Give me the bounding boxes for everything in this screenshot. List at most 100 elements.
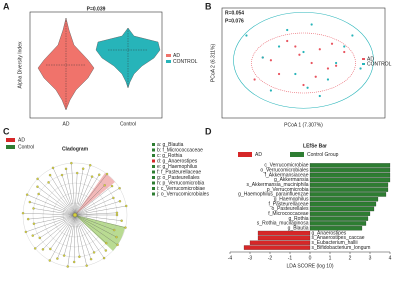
panel-label: C: [3, 126, 10, 136]
node: [32, 222, 36, 225]
category-label: s_Akkermansia_muciniphila: [247, 182, 309, 188]
category-label: g_Akkermansia: [274, 177, 309, 183]
confidence-ellipse: [251, 32, 356, 94]
plot-frame: [221, 7, 386, 119]
bar: [309, 201, 377, 207]
category-label: o_Pasteurellales: [272, 206, 309, 212]
node: [103, 184, 106, 187]
node: [105, 172, 109, 176]
node: [104, 249, 108, 252]
branch: [74, 214, 126, 228]
scatter-point: [318, 48, 321, 51]
legend-swatch: [362, 63, 365, 65]
plot-frame: [29, 11, 163, 119]
node: [116, 243, 119, 247]
taxon-swatch: [152, 148, 155, 152]
node: [32, 207, 35, 210]
category-label: s_Bifidobacterium_longum: [312, 245, 371, 251]
legend-label: Control Group: [307, 152, 339, 158]
legend-swatch: [362, 58, 365, 60]
node: [118, 200, 122, 203]
branch: [74, 214, 76, 262]
branch: [74, 212, 117, 216]
branch: [74, 173, 108, 216]
panel-label: A: [3, 1, 10, 11]
node: [62, 254, 66, 257]
scatter-point: [277, 45, 281, 48]
branch: [74, 214, 107, 244]
branch: [49, 175, 76, 216]
scatter-point: [335, 64, 338, 67]
x-tick-label: -4: [228, 255, 233, 261]
scatter-point: [294, 45, 297, 48]
node: [112, 196, 115, 200]
taxon-swatch: [152, 154, 155, 157]
branch: [74, 165, 91, 216]
bar: [309, 197, 379, 202]
category-label: g_Rothia: [288, 216, 308, 222]
node: [37, 192, 40, 196]
node: [25, 193, 29, 196]
branch: [74, 188, 120, 216]
branch: [74, 201, 120, 216]
node: [38, 236, 41, 240]
bar: [309, 187, 389, 192]
x-tick-label: 0: [309, 255, 312, 261]
taxon-swatch: [152, 192, 155, 196]
branch: [48, 182, 76, 216]
branch: [74, 214, 105, 259]
branch: [74, 185, 105, 216]
branch: [33, 214, 76, 224]
scatter-point: [330, 42, 334, 45]
taxon-label: d: g_Anaerostipes: [157, 159, 198, 165]
taxon-label: c: g_Rothia: [157, 153, 183, 159]
branch: [74, 214, 106, 251]
branch: [74, 214, 115, 231]
branch: [74, 214, 92, 260]
branch: [74, 168, 84, 216]
branch: [49, 214, 76, 261]
node: [56, 257, 59, 260]
node: [21, 211, 25, 215]
highlight-wedge: [75, 215, 125, 251]
branch: [67, 214, 76, 267]
bar: [309, 177, 391, 183]
node: [75, 171, 79, 175]
legend-label: CONTROL: [173, 59, 198, 65]
annotation: R=0.054: [225, 10, 244, 16]
branch: [61, 175, 76, 216]
node: [120, 219, 123, 222]
node: [115, 211, 119, 215]
scatter-point: [269, 89, 272, 92]
chart-title: LEfSe Bar: [303, 143, 327, 149]
node: [115, 235, 118, 239]
chart-title: Cladogram: [62, 146, 89, 152]
category-label: g_Blautia: [288, 226, 309, 232]
node: [64, 167, 68, 171]
node: [26, 217, 30, 221]
x-tick-label: AD: [63, 121, 70, 127]
bar: [243, 245, 311, 250]
taxon-label: a: g_Blautia: [157, 142, 184, 148]
taxon-swatch: [152, 143, 155, 146]
x-tick-label: -1: [288, 255, 293, 261]
scatter-point: [269, 59, 272, 62]
branch: [25, 214, 76, 233]
taxon-swatch: [152, 170, 155, 174]
legend-swatch: [290, 152, 304, 157]
bar: [309, 216, 369, 221]
x-axis-label: LDA SCORE (log 10): [287, 263, 334, 269]
node: [51, 166, 55, 170]
scatter-point: [302, 50, 305, 54]
node: [115, 213, 119, 217]
branch: [37, 178, 76, 216]
bar: [257, 230, 311, 236]
scatter-point: [359, 67, 362, 70]
y-axis-label: PCoA 2 (6.311%): [210, 44, 216, 83]
category-label: s_Eubacterium_hallii: [312, 240, 358, 246]
node: [90, 175, 94, 178]
bar: [309, 206, 375, 212]
node: [92, 251, 96, 254]
scatter-point: [310, 23, 313, 26]
